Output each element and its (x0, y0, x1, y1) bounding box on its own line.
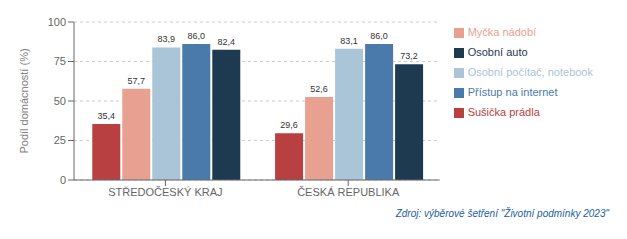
svg-text:73,2: 73,2 (400, 51, 418, 61)
svg-text:100: 100 (48, 16, 66, 28)
svg-text:52,6: 52,6 (310, 84, 328, 94)
html-text:Osobní počítač, notebook: Osobní počítač, notebook (467, 66, 593, 78)
html-text:Myčka nádobí: Myčka nádobí (467, 26, 537, 38)
html-text:Sušička prádla: Sušička prádla (467, 106, 540, 118)
svg-text:75: 75 (54, 55, 66, 67)
svg-text:82,4: 82,4 (218, 37, 236, 47)
svg-text:35,4: 35,4 (98, 111, 116, 121)
html-text:Přístup na internet: Přístup na internet (467, 86, 558, 98)
svg-text:86,0: 86,0 (370, 31, 388, 41)
svg-text:25: 25 (54, 134, 66, 146)
html-text:Zdroj: výběrové šetření "Život: Zdroj: výběrové šetření "Životní podmínk… (395, 208, 609, 219)
svg-text:50: 50 (54, 95, 66, 107)
svg-text:Podíl domácností (%): Podíl domácností (%) (18, 48, 30, 153)
svg-text:29,6: 29,6 (280, 120, 298, 130)
svg-text:86,0: 86,0 (188, 31, 206, 41)
svg-text:ČESKÁ REPUBLIKA: ČESKÁ REPUBLIKA (297, 186, 400, 198)
svg-text:83,1: 83,1 (340, 36, 358, 46)
svg-text:0: 0 (60, 174, 66, 186)
svg-text:STŘEDOČESKÝ KRAJ: STŘEDOČESKÝ KRAJ (108, 186, 222, 198)
html-text:Osobní auto: Osobní auto (467, 46, 528, 58)
svg-text:83,9: 83,9 (158, 34, 176, 44)
svg-text:57,7: 57,7 (128, 76, 146, 86)
